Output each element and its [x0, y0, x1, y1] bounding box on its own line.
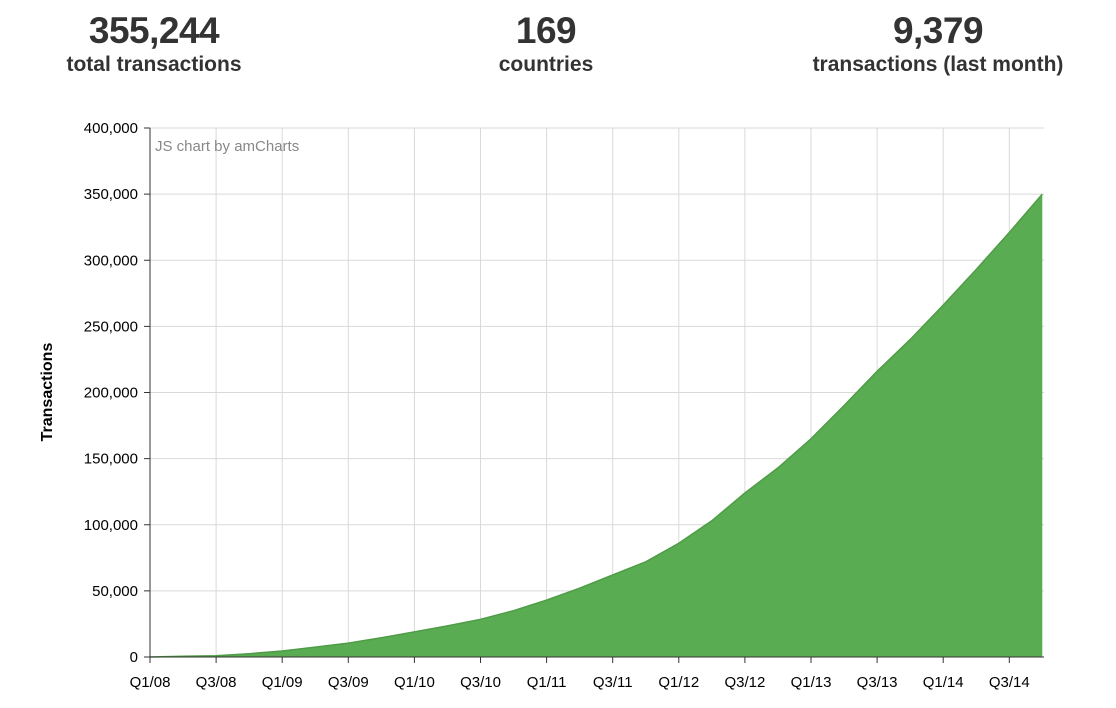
y-axis-title: Transactions	[39, 343, 56, 442]
y-tick-label: 150,000	[84, 451, 138, 468]
x-tick-label: Q3/14	[989, 674, 1030, 691]
stat-label: countries	[498, 53, 594, 76]
chart-credit[interactable]: JS chart by amCharts	[155, 138, 299, 155]
stat-value: 169	[515, 10, 577, 51]
x-tick-label: Q1/09	[262, 674, 303, 691]
series-line	[149, 193, 1043, 658]
x-axis-ticks: Q1/08 Q3/08 Q1/09 Q3/09 Q1/10 Q3/10 Q1/11 Q3/11…	[130, 657, 1030, 691]
y-tick-label: 350,000	[84, 186, 138, 203]
stat-value: 355,244	[88, 10, 220, 51]
x-tick-label: Q3/08	[196, 674, 237, 691]
stat-value: 9,379	[892, 10, 984, 51]
stats-header: 355,244 total transactions 169 countries…	[0, 0, 1116, 100]
y-tick-label: 200,000	[84, 385, 138, 402]
x-tick-label: Q1/08	[130, 674, 171, 691]
y-tick-label: 250,000	[84, 318, 138, 335]
y-tick-label: 300,000	[84, 252, 138, 269]
x-tick-label: Q1/12	[658, 674, 699, 691]
y-tick-label: 100,000	[84, 517, 138, 534]
x-tick-label: Q1/14	[923, 674, 964, 691]
chart-area-series	[149, 193, 1043, 658]
x-tick-label: Q3/13	[857, 674, 898, 691]
x-tick-label: Q3/09	[328, 674, 369, 691]
x-tick-label: Q1/13	[791, 674, 832, 691]
x-tick-label: Q3/10	[460, 674, 501, 691]
chart-grid	[150, 127, 1044, 657]
x-tick-label: Q1/11	[527, 674, 567, 691]
y-tick-label: 400,000	[84, 120, 138, 137]
stat-label: total transactions	[66, 53, 242, 76]
series-area[interactable]	[150, 194, 1043, 657]
x-tick-label: Q3/11	[593, 674, 633, 691]
x-tick-label: Q3/12	[724, 674, 765, 691]
x-tick-label: Q1/10	[394, 674, 435, 691]
stat-last-month: 9,379 transactions (last month)	[800, 8, 1076, 76]
y-axis-ticks: 0 50,000 100,000 150,000 200,000 250,000 300,0…	[84, 120, 150, 666]
y-tick-label: 50,000	[92, 583, 138, 600]
stat-countries: 169 countries	[448, 8, 644, 76]
y-tick-label: 0	[130, 649, 138, 666]
stat-label: transactions (last month)	[812, 53, 1064, 76]
stat-total-transactions: 355,244 total transactions	[54, 8, 254, 76]
